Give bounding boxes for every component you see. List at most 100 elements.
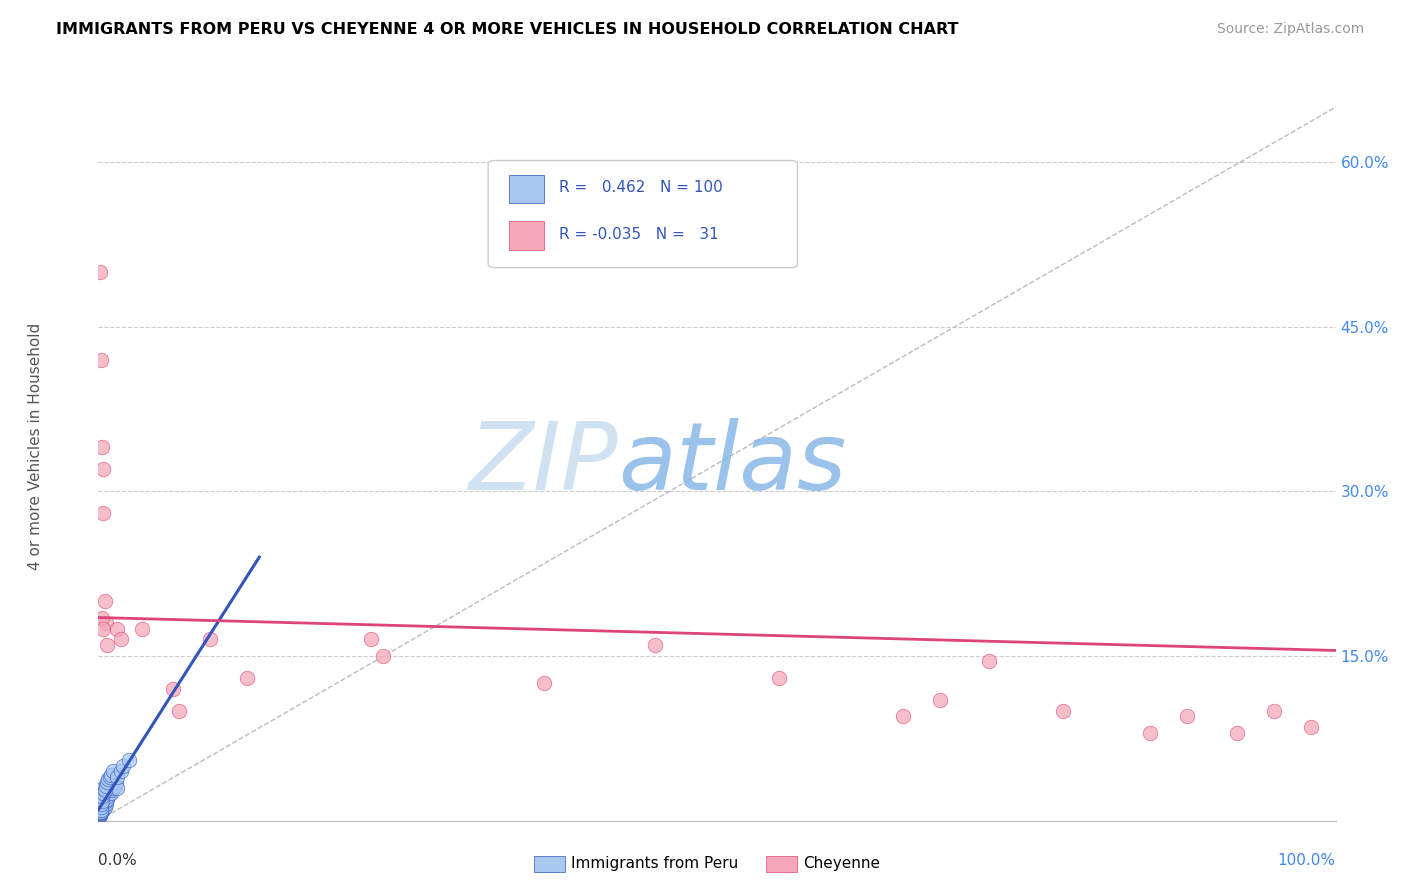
Point xyxy=(1226,726,1249,740)
Point xyxy=(90,803,112,817)
Point xyxy=(89,783,111,797)
Point xyxy=(90,791,112,805)
Point xyxy=(98,780,121,795)
Point xyxy=(94,779,117,793)
Point xyxy=(371,648,394,663)
Point xyxy=(131,622,153,636)
Point xyxy=(89,805,111,820)
Text: 4 or more Vehicles in Household: 4 or more Vehicles in Household xyxy=(28,322,42,570)
Point xyxy=(90,803,112,817)
Point xyxy=(979,655,1001,669)
Point xyxy=(100,780,122,795)
Point xyxy=(91,786,114,800)
Point xyxy=(87,808,110,822)
Point xyxy=(93,797,115,812)
Point xyxy=(90,786,112,800)
Point xyxy=(96,786,118,800)
Text: IMMIGRANTS FROM PERU VS CHEYENNE 4 OR MORE VEHICLES IN HOUSEHOLD CORRELATION CHA: IMMIGRANTS FROM PERU VS CHEYENNE 4 OR MO… xyxy=(56,22,959,37)
Point xyxy=(89,795,111,809)
Point xyxy=(89,794,111,808)
Point xyxy=(103,764,125,779)
Point xyxy=(96,775,118,789)
Point xyxy=(100,786,122,800)
Point xyxy=(89,789,111,804)
Point xyxy=(89,808,111,822)
Point xyxy=(89,787,111,801)
Point xyxy=(110,632,132,647)
Point xyxy=(89,800,111,814)
Point xyxy=(91,789,114,804)
Point xyxy=(162,681,184,696)
Point xyxy=(89,804,111,818)
Point xyxy=(93,786,115,800)
Text: R = -0.035   N =   31: R = -0.035 N = 31 xyxy=(558,227,718,242)
Text: ZIP: ZIP xyxy=(468,418,619,509)
Point xyxy=(93,797,115,812)
Point xyxy=(1139,726,1161,740)
Point xyxy=(89,808,111,822)
Point xyxy=(90,794,112,808)
Point xyxy=(768,671,790,685)
Point xyxy=(89,805,111,819)
Point xyxy=(90,800,112,814)
Point xyxy=(94,797,117,812)
Point xyxy=(91,797,114,812)
Point xyxy=(89,803,111,817)
Point xyxy=(360,632,382,647)
Point xyxy=(91,610,114,624)
Point xyxy=(93,622,115,636)
Point xyxy=(98,786,121,800)
Point xyxy=(644,638,666,652)
Point xyxy=(89,798,111,813)
Point xyxy=(89,804,111,818)
Point xyxy=(89,807,111,822)
Point xyxy=(93,462,115,476)
Point xyxy=(93,791,115,805)
Point xyxy=(105,780,128,795)
Point xyxy=(91,803,114,817)
Point xyxy=(89,801,111,815)
Text: R =   0.462   N = 100: R = 0.462 N = 100 xyxy=(558,180,723,195)
Point xyxy=(118,753,141,767)
Point xyxy=(89,797,111,812)
Point xyxy=(103,780,125,795)
Point xyxy=(89,799,111,814)
Point xyxy=(89,808,111,822)
Point xyxy=(89,793,111,807)
Point xyxy=(93,794,115,808)
Text: atlas: atlas xyxy=(619,418,846,509)
Point xyxy=(93,783,115,797)
Point xyxy=(93,803,115,817)
Point xyxy=(89,801,111,815)
Point xyxy=(89,805,111,820)
Point xyxy=(89,808,111,822)
Point xyxy=(101,783,124,797)
Point xyxy=(90,789,112,804)
Point xyxy=(89,805,111,819)
Point xyxy=(94,615,117,630)
Point xyxy=(93,506,115,520)
Point xyxy=(96,638,118,652)
Point xyxy=(93,800,115,814)
Point xyxy=(236,671,259,685)
Point xyxy=(91,794,114,808)
Point xyxy=(110,764,132,779)
Point xyxy=(91,791,114,805)
Point xyxy=(89,785,111,799)
Bar xyxy=(509,175,544,203)
Point xyxy=(89,803,111,817)
Point xyxy=(90,805,112,819)
Point xyxy=(98,770,121,784)
Point xyxy=(103,779,125,793)
Point xyxy=(891,709,914,723)
Point xyxy=(105,622,128,636)
Point xyxy=(105,770,128,784)
Text: Source: ZipAtlas.com: Source: ZipAtlas.com xyxy=(1216,22,1364,37)
Point xyxy=(1299,720,1322,734)
Point xyxy=(89,796,111,810)
Point xyxy=(90,800,112,814)
Text: Cheyenne: Cheyenne xyxy=(803,856,880,871)
Point xyxy=(89,265,111,279)
Point xyxy=(89,791,111,805)
Point xyxy=(91,800,114,814)
